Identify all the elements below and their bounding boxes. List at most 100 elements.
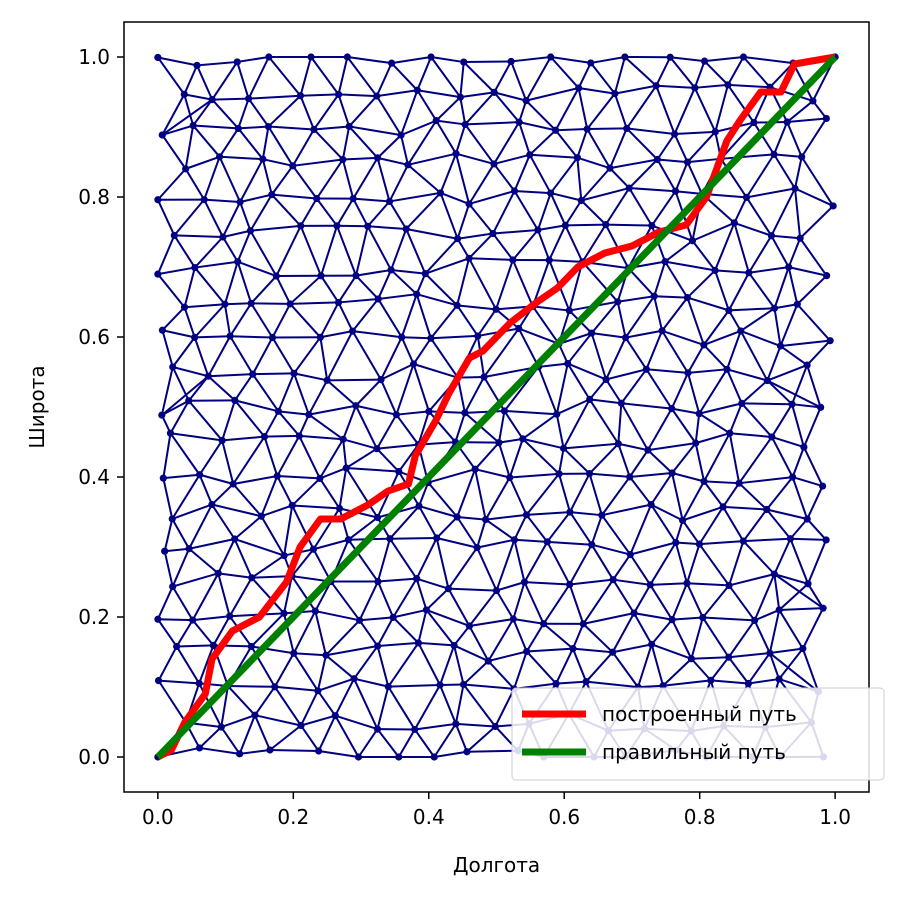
network-node xyxy=(460,58,468,66)
network-edge xyxy=(787,237,802,268)
network-edge xyxy=(512,581,526,620)
network-node xyxy=(166,429,175,437)
network-edge xyxy=(549,259,583,263)
network-edge xyxy=(221,440,235,485)
network-edge xyxy=(435,537,450,589)
network-node xyxy=(432,117,440,125)
network-edge xyxy=(662,679,711,687)
network-node xyxy=(386,535,394,543)
network-edge xyxy=(278,410,309,416)
network-edge xyxy=(786,100,814,123)
network-node xyxy=(776,342,785,350)
network-edge xyxy=(503,410,524,440)
network-edge xyxy=(456,468,477,518)
network-edge xyxy=(687,372,701,414)
network-edge xyxy=(250,275,278,304)
network-edge xyxy=(203,156,221,201)
network-node xyxy=(474,332,482,340)
network-node xyxy=(231,535,239,543)
network-node xyxy=(626,473,634,481)
network-edge xyxy=(587,127,627,131)
network-edge xyxy=(463,683,515,690)
network-edge xyxy=(468,203,494,235)
network-edge xyxy=(308,413,344,441)
network-edge xyxy=(330,580,361,621)
network-node xyxy=(598,511,606,519)
network-node xyxy=(414,639,422,647)
network-edge xyxy=(474,441,500,470)
network-node xyxy=(456,93,464,101)
network-edge xyxy=(173,199,205,237)
network-edge xyxy=(248,94,301,100)
network-edge xyxy=(789,518,809,540)
network-edge xyxy=(389,191,441,203)
plot-frame xyxy=(123,21,870,793)
network-node xyxy=(317,272,325,280)
network-node xyxy=(588,329,596,337)
network-node xyxy=(364,222,372,230)
network-edge xyxy=(464,412,500,444)
network-node xyxy=(798,153,806,161)
network-edge xyxy=(183,306,196,338)
network-edge xyxy=(651,224,693,242)
network-edge xyxy=(609,158,658,170)
network-node xyxy=(397,131,405,139)
network-edge xyxy=(342,439,348,469)
network-edge xyxy=(556,680,587,685)
network-edge xyxy=(629,187,676,193)
network-node xyxy=(189,616,197,624)
network-graph xyxy=(154,53,839,761)
network-edge xyxy=(376,616,395,647)
network-edge xyxy=(222,201,242,238)
network-edge xyxy=(514,538,548,543)
network-edge xyxy=(494,688,515,727)
network-edge xyxy=(341,126,351,160)
network-node xyxy=(463,748,471,756)
network-edge xyxy=(588,378,607,401)
network-node xyxy=(352,272,360,280)
network-edge xyxy=(367,225,407,230)
network-node xyxy=(316,474,324,483)
network-edge xyxy=(748,678,780,685)
network-node xyxy=(404,161,412,169)
network-node xyxy=(789,473,797,481)
network-edge xyxy=(407,120,438,166)
network-edge xyxy=(345,447,378,469)
network-edge xyxy=(743,537,791,543)
network-node xyxy=(421,270,429,278)
network-edge xyxy=(727,56,745,86)
network-edge xyxy=(672,616,703,621)
network-edge xyxy=(192,615,230,622)
network-node xyxy=(653,155,661,164)
network-edge xyxy=(469,618,514,627)
network-edge xyxy=(729,432,772,438)
network-edge xyxy=(495,539,516,591)
network-edge xyxy=(319,467,347,480)
network-node xyxy=(413,290,421,298)
network-edge xyxy=(726,368,768,382)
network-node xyxy=(413,86,421,94)
network-node xyxy=(510,536,518,544)
network-edge xyxy=(493,60,512,93)
network-edge xyxy=(391,56,432,65)
x-tick-label: 1.0 xyxy=(819,805,851,829)
network-edge xyxy=(617,295,655,303)
network-edge xyxy=(525,56,552,102)
network-edge xyxy=(430,334,478,340)
network-edge xyxy=(703,309,730,346)
network-edge xyxy=(170,432,223,442)
network-edge xyxy=(686,582,704,618)
network-edge xyxy=(611,612,635,653)
network-edge xyxy=(714,222,736,271)
network-edge xyxy=(415,293,432,339)
network-edge xyxy=(624,337,648,370)
network-edge xyxy=(292,158,343,167)
network-node xyxy=(411,725,419,734)
network-edge xyxy=(722,482,740,508)
network-node xyxy=(453,235,462,243)
network-edge xyxy=(794,188,802,239)
network-edge xyxy=(468,257,497,310)
network-edge xyxy=(740,330,781,347)
network-edge xyxy=(796,274,828,305)
network-edge xyxy=(655,56,672,87)
